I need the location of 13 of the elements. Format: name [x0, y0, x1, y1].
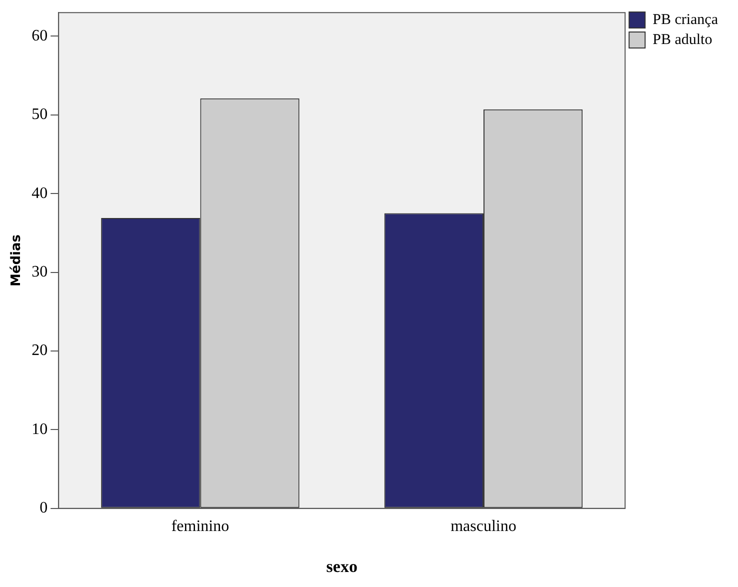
- y-tick-label: 30: [32, 264, 48, 281]
- legend-label: PB criança: [652, 12, 718, 28]
- y-tick-label: 0: [40, 500, 48, 517]
- y-axis-title: Médias: [9, 234, 24, 287]
- y-tick-label: 50: [32, 106, 48, 124]
- x-axis-title: sexo: [326, 557, 358, 576]
- y-tick-label: 40: [32, 184, 48, 202]
- x-tick-label: feminino: [171, 518, 230, 536]
- y-tick-label: 10: [32, 420, 48, 438]
- x-tick-label: masculino: [450, 518, 516, 536]
- y-tick-label: 60: [32, 27, 48, 44]
- legend-label: PB adulto: [652, 32, 712, 48]
- y-tick-label: 20: [32, 342, 48, 360]
